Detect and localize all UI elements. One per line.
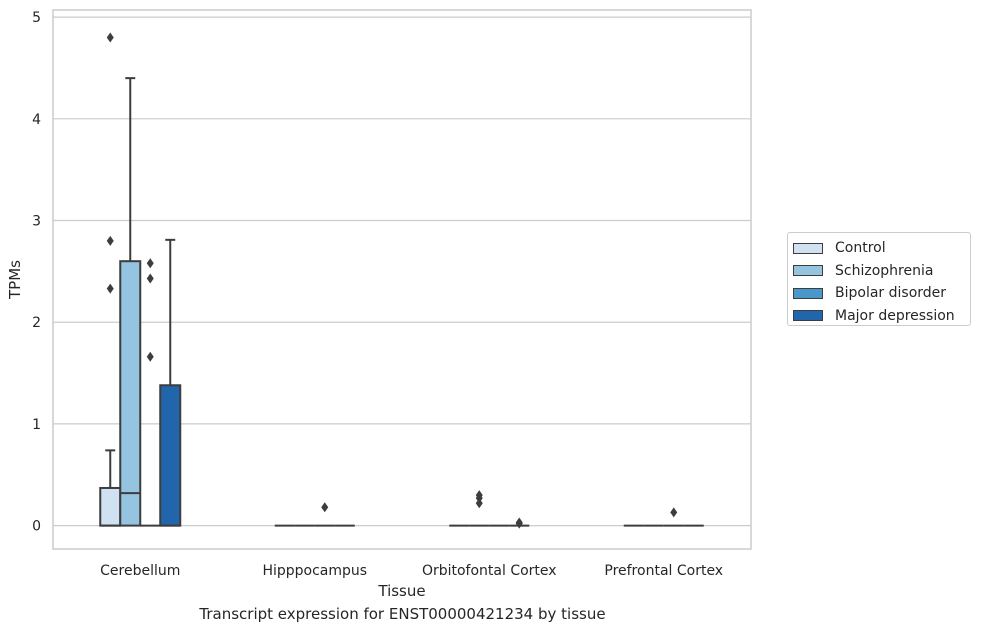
box-schizophrenia (119, 77, 142, 527)
outlier-point (475, 498, 483, 509)
box-bipolar-disorder (140, 258, 161, 527)
legend-label: Schizophrenia (835, 262, 934, 279)
box-bipolar-disorder (314, 502, 335, 527)
y-tick-label: 3 (32, 214, 41, 230)
plot-frame (52, 9, 752, 550)
outlier-point (321, 502, 329, 513)
legend-item: Control (793, 237, 970, 260)
outlier-point (146, 351, 154, 362)
x-tick-label: Prefrontal Cortex (604, 563, 723, 579)
boxes (99, 32, 704, 529)
box-rect (159, 384, 182, 527)
x-tick-label: Hipppocampus (262, 563, 367, 579)
x-tick-label: Orbitofontal Cortex (422, 563, 557, 579)
x-tick-labels: Cerebellum Hipppocampus Orbitofontal Corte… (100, 563, 723, 579)
chart-caption: Transcript expression for ENST0000042123… (199, 605, 606, 623)
box-schizophrenia (469, 490, 490, 527)
legend-swatch (793, 265, 823, 277)
box-major-depression (509, 517, 530, 529)
y-tick-label: 4 (32, 112, 41, 128)
y-tick-label: 2 (32, 315, 41, 331)
outlier-point (106, 283, 114, 294)
box-rect (99, 486, 122, 527)
outlier-point (475, 493, 483, 504)
x-axis-label: Tissue (377, 582, 425, 600)
y-tick-labels: 0 1 2 3 4 5 (32, 10, 41, 534)
grid-lines (53, 16, 751, 527)
legend-swatch (793, 242, 823, 254)
outlier-point (146, 258, 154, 269)
outlier-point (515, 518, 523, 529)
box-control (99, 32, 122, 527)
outlier-point (146, 273, 154, 284)
y-tick-label: 1 (32, 417, 41, 433)
legend-item: Schizophrenia (793, 260, 970, 283)
legend-swatch (793, 310, 823, 322)
legend-label: Control (835, 240, 886, 257)
box-major-depression (159, 238, 182, 527)
y-tick-label: 5 (32, 10, 41, 26)
box-rect (119, 260, 142, 527)
legend-item: Major depression (793, 305, 970, 328)
legend-item: Bipolar disorder (793, 282, 970, 305)
outlier-point (106, 32, 114, 43)
legend-label: Bipolar disorder (835, 285, 947, 302)
outlier-point (106, 235, 114, 246)
x-tick-label: Cerebellum (100, 563, 180, 579)
outlier-point (670, 507, 678, 518)
legend-label: Major depression (835, 307, 955, 324)
y-axis-label: TPMs (6, 260, 24, 300)
box-bipolar-disorder (663, 507, 684, 527)
legend-swatch (793, 287, 823, 299)
legend: Control Schizophrenia Bipolar disorder Majo… (787, 232, 971, 326)
y-tick-label: 0 (32, 519, 41, 535)
